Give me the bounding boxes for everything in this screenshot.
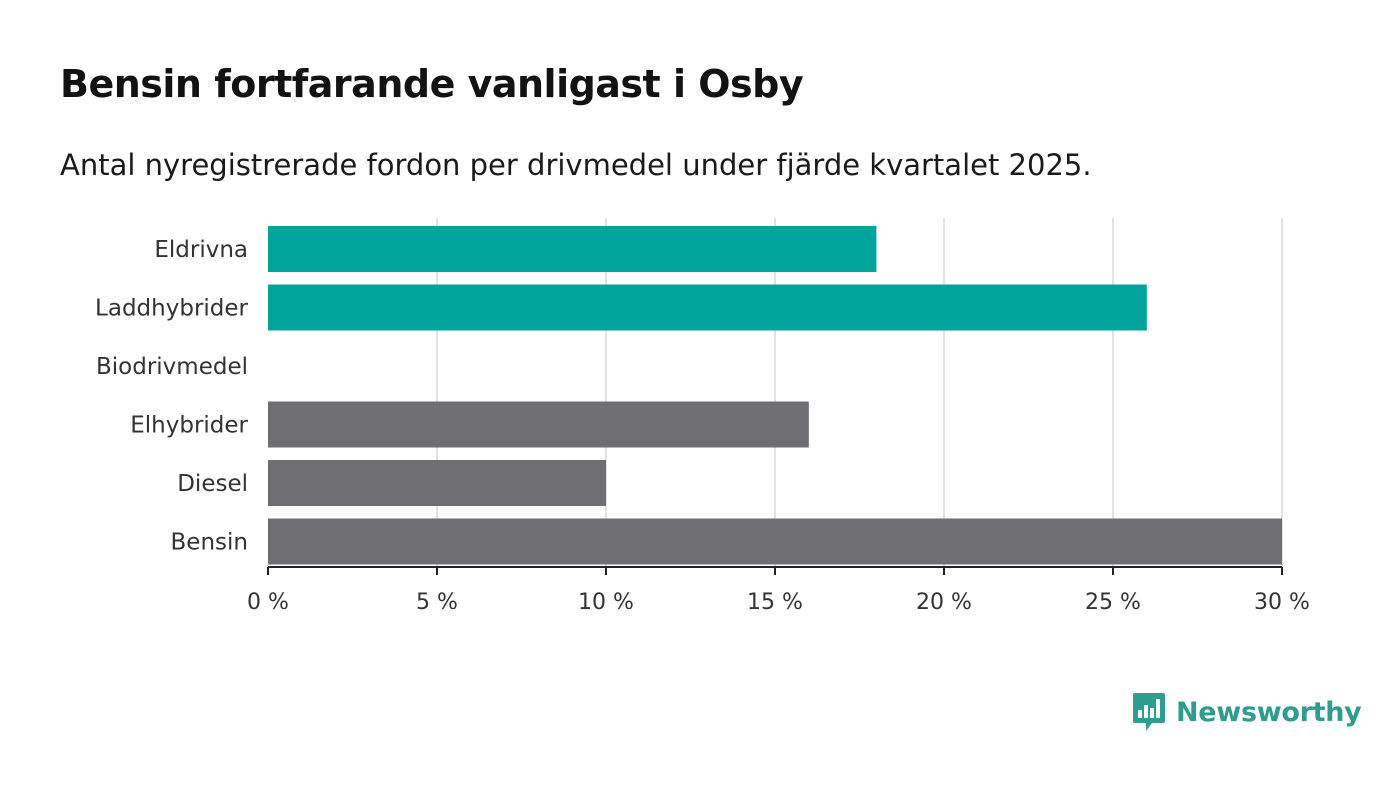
x-tick-label: 10 %	[578, 590, 634, 615]
newsworthy-logo-icon	[1133, 693, 1165, 731]
gridlines	[436, 218, 1283, 567]
category-labels: Eldrivna Laddhybrider Biodrivmedel Elhybrid…	[95, 237, 248, 556]
x-tick-label: 20 %	[916, 590, 972, 615]
category-label: Laddhybrider	[95, 296, 248, 322]
x-tick-label: 30 %	[1254, 590, 1310, 615]
category-label: Biodrivmedel	[96, 354, 248, 380]
newsworthy-brand: Newsworthy	[1132, 690, 1362, 734]
category-label: Elhybrider	[130, 413, 248, 439]
bar-diesel	[268, 460, 606, 506]
category-label: Diesel	[177, 471, 248, 497]
x-tick-label: 5 %	[416, 590, 458, 615]
category-label: Bensin	[171, 530, 248, 556]
x-tick-label: 15 %	[747, 590, 803, 615]
x-tick-label: 25 %	[1085, 590, 1141, 615]
x-axis: 0 % 5 % 10 % 15 % 20 % 25 % 30 %	[247, 566, 1310, 615]
bar-bensin	[268, 518, 1282, 565]
category-label: Eldrivna	[154, 237, 248, 263]
bar-chart: 0 % 5 % 10 % 15 % 20 % 25 % 30 % Eldrivna Laddh…	[95, 218, 1310, 615]
chart-title: Bensin fortfarande vanligast i Osby	[60, 62, 804, 106]
x-tick-label: 0 %	[247, 590, 289, 615]
bar-laddhybrider	[268, 284, 1147, 331]
bar-eldrivna	[268, 226, 877, 272]
bars	[268, 226, 1282, 565]
brand-name: Newsworthy	[1176, 696, 1362, 728]
chart-subtitle: Antal nyregistrerade fordon per drivmede…	[60, 148, 1092, 182]
bar-elhybrider	[268, 401, 809, 448]
